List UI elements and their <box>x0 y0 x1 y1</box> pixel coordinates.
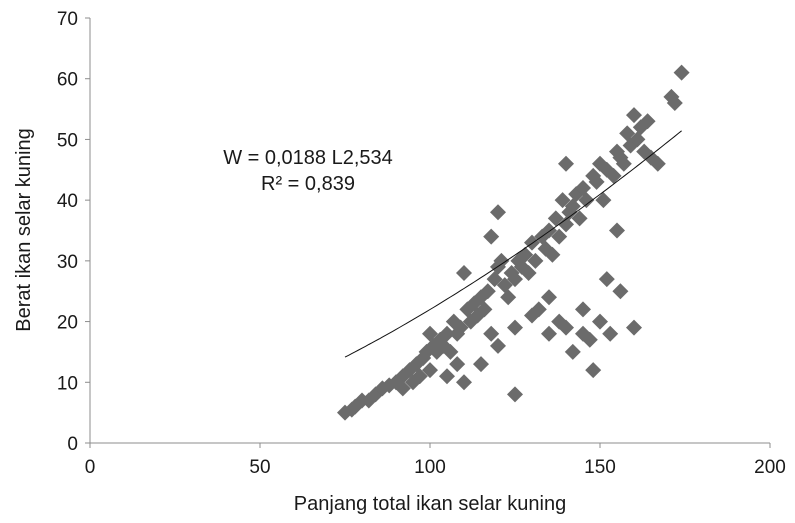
annotation-r-squared: R² = 0,839 <box>261 173 355 195</box>
data-point <box>639 113 656 130</box>
y-tick-label: 0 <box>67 434 78 455</box>
data-point <box>673 64 690 81</box>
data-point <box>520 265 537 281</box>
data-point <box>493 252 510 269</box>
y-tick-label: 30 <box>57 252 78 273</box>
data-point <box>490 337 506 354</box>
data-point <box>479 283 496 300</box>
data-point <box>547 210 564 227</box>
data-points <box>337 64 690 421</box>
data-point <box>612 283 629 300</box>
data-point <box>554 192 571 209</box>
data-point <box>507 319 523 336</box>
data-point <box>483 228 500 245</box>
data-point <box>439 325 455 342</box>
data-point <box>626 319 642 336</box>
data-point <box>527 252 544 269</box>
data-point <box>394 380 411 397</box>
axes <box>89 18 770 444</box>
data-point <box>551 228 568 245</box>
data-point <box>456 265 472 281</box>
data-point <box>585 362 602 379</box>
data-point <box>476 301 493 318</box>
data-point <box>598 271 615 288</box>
ticks: 0 50 100 150 200 0 10 20 30 40 50 60 70 <box>57 9 786 478</box>
x-tick-label: 50 <box>249 457 270 478</box>
x-axis-title: Panjang total ikan selar kuning <box>294 493 566 515</box>
data-point <box>605 167 622 184</box>
data-point <box>456 374 472 391</box>
data-point <box>578 192 595 209</box>
data-point <box>541 325 557 342</box>
data-point <box>571 210 588 227</box>
data-point <box>619 125 636 142</box>
y-tick-label: 50 <box>57 130 78 151</box>
data-point <box>422 362 438 379</box>
y-tick-label: 20 <box>57 313 78 334</box>
data-point <box>564 198 581 215</box>
data-point <box>575 180 591 196</box>
x-tick-label: 150 <box>584 457 616 478</box>
y-tick-label: 40 <box>57 191 78 212</box>
data-point <box>496 277 513 294</box>
data-point <box>564 343 581 360</box>
x-tick-label: 100 <box>414 457 446 478</box>
data-point <box>595 192 612 209</box>
x-tick-label: 200 <box>754 457 786 478</box>
data-point <box>452 319 469 336</box>
data-point <box>442 343 459 360</box>
data-point <box>524 307 540 324</box>
data-point <box>602 325 619 342</box>
data-point <box>649 155 666 172</box>
trendline <box>344 130 682 358</box>
data-point <box>411 368 428 385</box>
y-axis-title: Berat ikan selar kuning <box>13 128 35 331</box>
y-tick-label: 10 <box>57 373 78 394</box>
data-point <box>500 289 517 306</box>
data-point <box>439 368 455 385</box>
data-point <box>575 301 591 318</box>
y-tick-label: 70 <box>57 9 78 30</box>
data-point <box>666 95 683 111</box>
data-point <box>558 319 574 336</box>
data-point <box>507 386 523 403</box>
data-point <box>629 131 646 148</box>
data-point <box>581 331 598 348</box>
data-point <box>544 246 561 263</box>
data-point <box>473 356 489 373</box>
y-tick-label: 60 <box>57 70 78 91</box>
data-point <box>486 271 503 288</box>
data-point <box>541 289 557 306</box>
annotation-equation: W = 0,0188 L2,534 <box>223 147 393 169</box>
data-point <box>588 173 605 190</box>
x-tick-label: 0 <box>85 457 96 478</box>
data-point <box>592 313 608 330</box>
data-point <box>615 155 632 172</box>
data-point <box>558 216 574 233</box>
data-point <box>626 107 642 124</box>
data-point <box>490 204 506 221</box>
data-point <box>609 222 625 239</box>
data-point <box>449 356 466 373</box>
data-point <box>422 325 438 342</box>
data-point <box>507 271 523 288</box>
data-point <box>537 240 554 257</box>
data-point <box>558 155 574 172</box>
data-point <box>483 325 500 342</box>
